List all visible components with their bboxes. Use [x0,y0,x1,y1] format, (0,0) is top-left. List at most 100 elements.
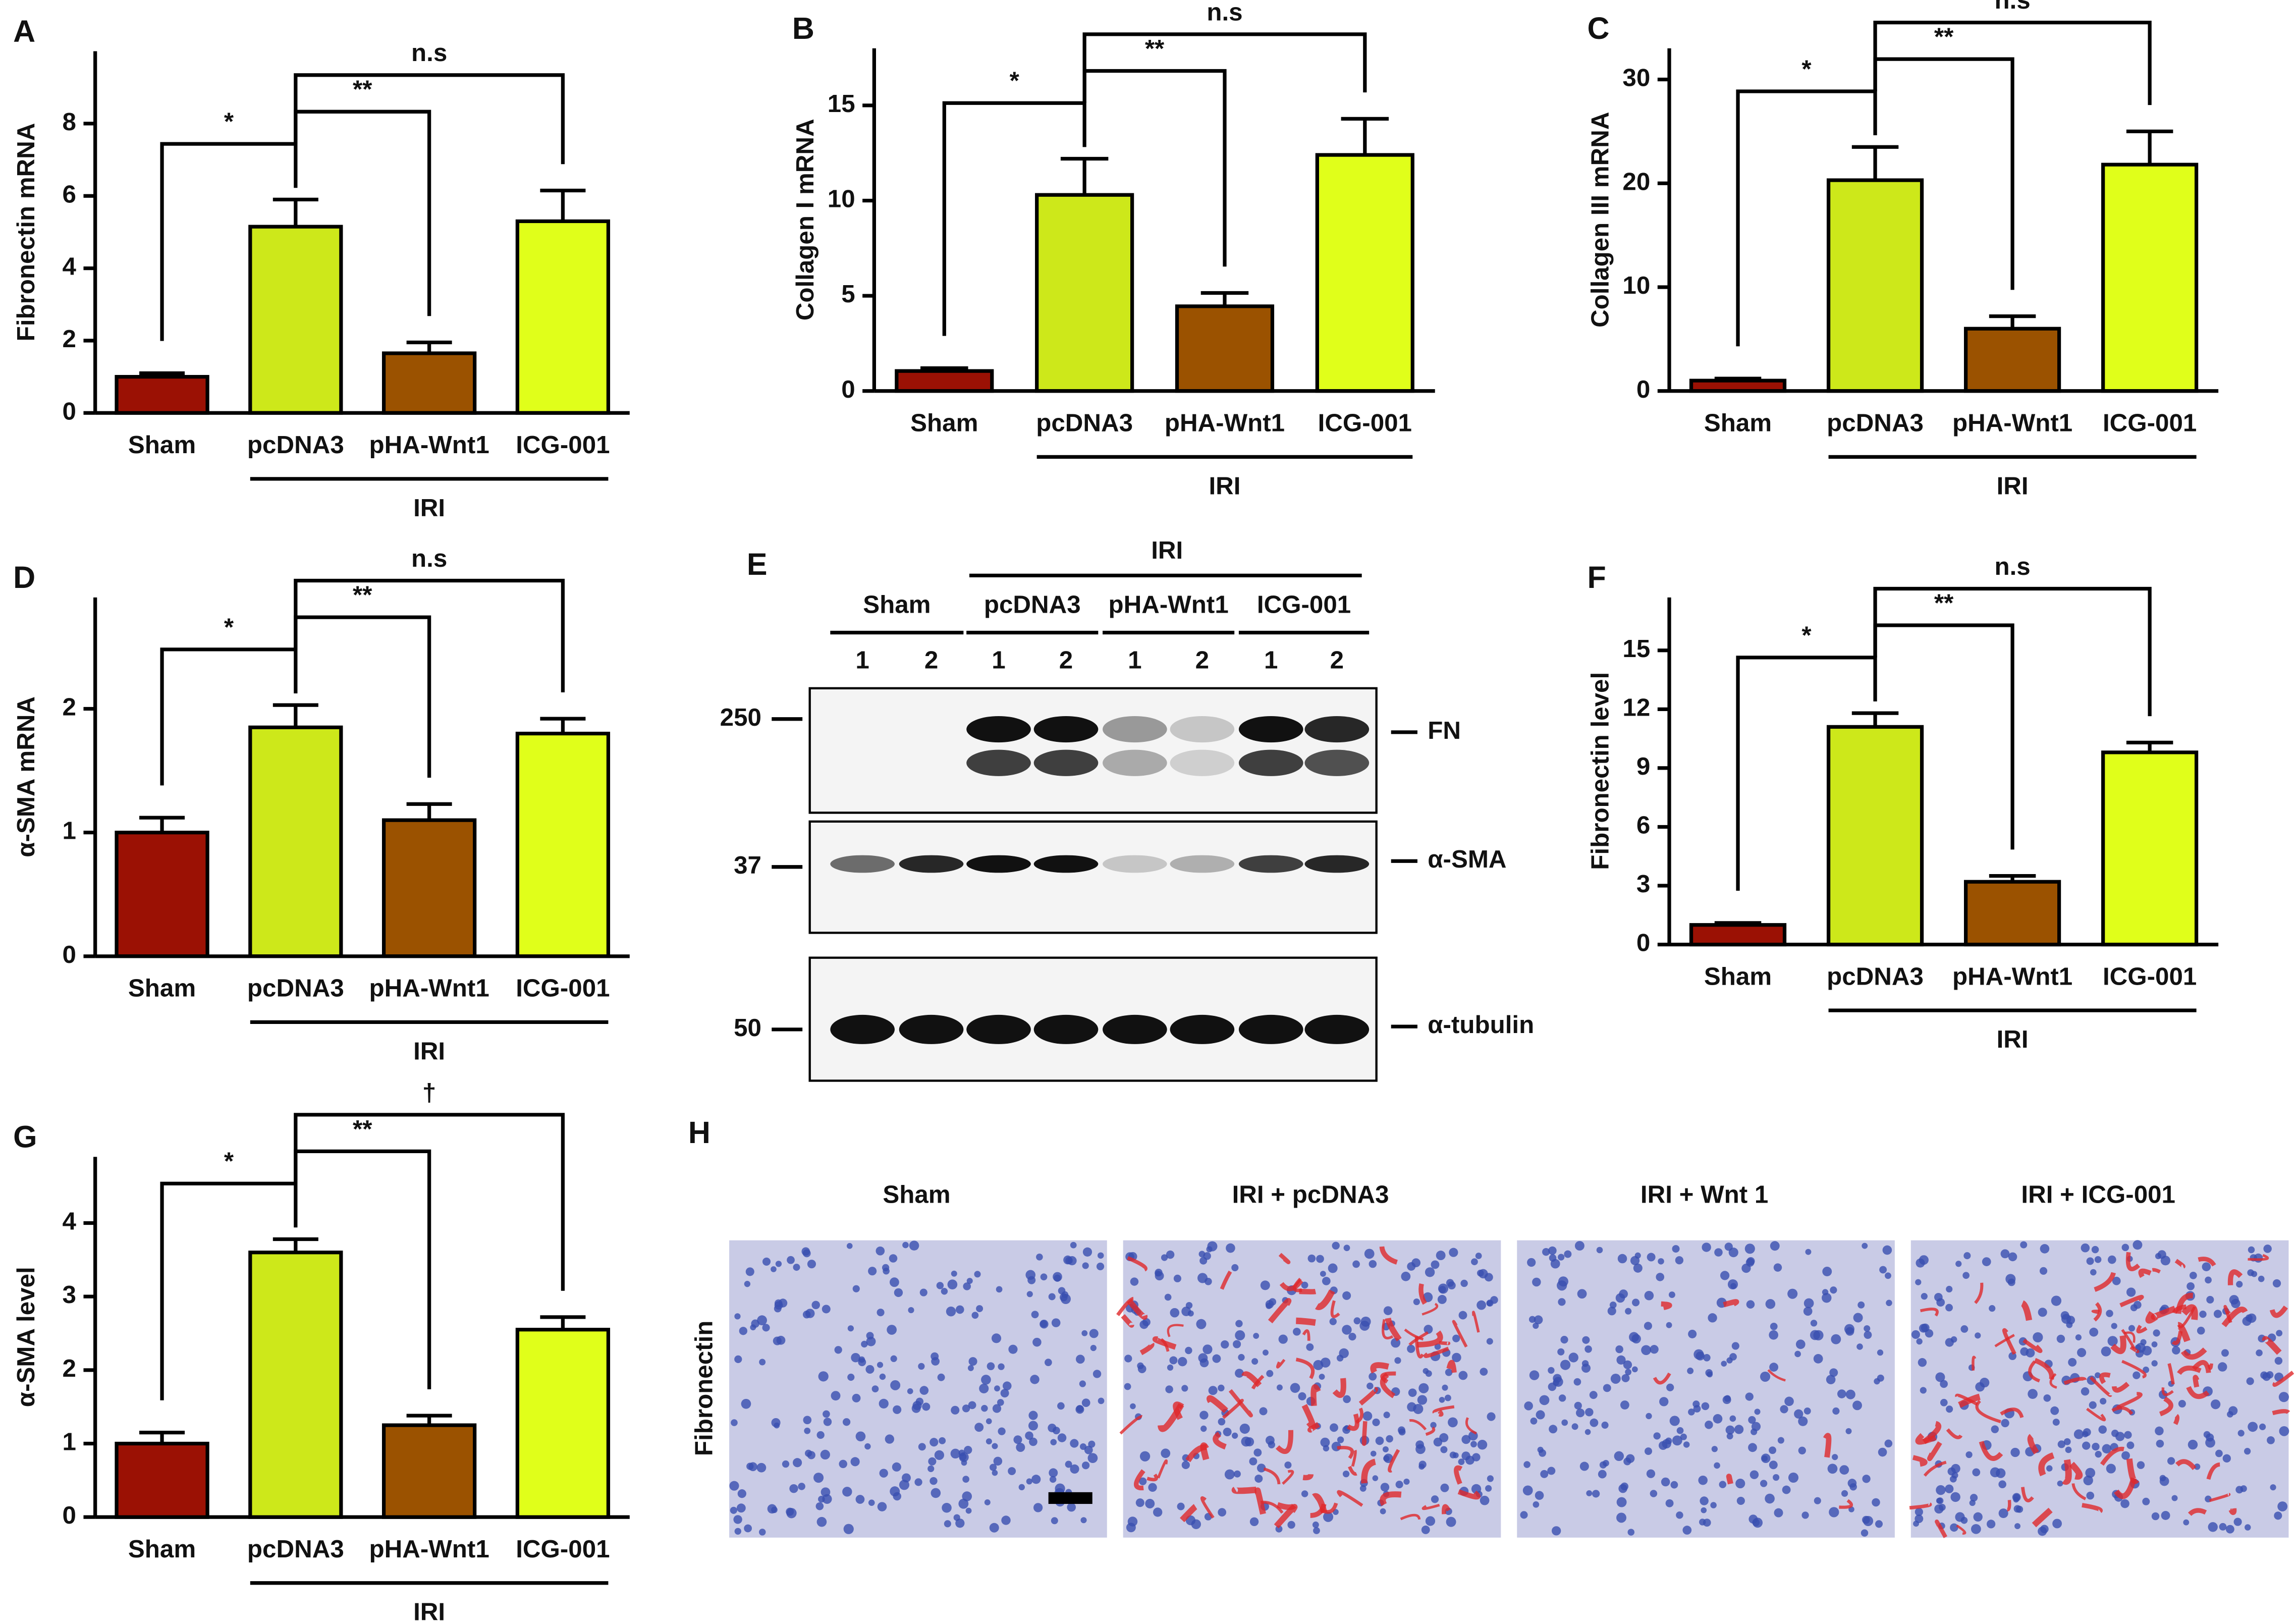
nucleus [1560,1360,1571,1370]
nucleus [1445,1369,1453,1376]
nucleus [1753,1518,1763,1528]
nucleus [2126,1441,2135,1449]
x-tick-label: Sham [128,431,196,459]
nucleus [1751,1422,1761,1431]
nucleus [1383,1306,1393,1315]
error-bar [139,1431,185,1444]
nucleus [864,1443,871,1450]
nucleus [1185,1346,1192,1355]
significance-bracket [942,101,1086,336]
nucleus [1031,1475,1041,1484]
nucleus [803,1416,812,1425]
nucleus [2194,1464,2201,1470]
panel-label: B [792,11,814,45]
nucleus [2263,1244,2272,1253]
stain [2129,1345,2140,1354]
nucleus [2106,1310,2113,1317]
nucleus [2172,1346,2180,1355]
nucleus [816,1431,825,1439]
nucleus [1181,1385,1188,1392]
nucleus [798,1483,805,1490]
stain [2221,1307,2248,1327]
nucleus [1090,1344,1097,1351]
stain [2177,1322,2191,1342]
nucleus [2060,1311,2069,1320]
stain [1361,1458,1377,1484]
bar [2101,750,2199,947]
nucleus [1656,1273,1665,1281]
x-tick-label: pHA-Wnt1 [1952,962,2072,990]
nucleus [1275,1525,1283,1533]
y-tick-label: 0 [1636,375,1650,403]
blot-band [1033,716,1099,743]
nucleus [1036,1253,1043,1261]
nucleus [1423,1368,1429,1374]
nucleus [1397,1426,1405,1434]
nucleus [1202,1344,1213,1355]
nucleus [2068,1358,2077,1367]
nucleus [1087,1453,1098,1463]
blot-band [899,855,964,873]
lane-number: 2 [1059,646,1073,674]
nucleus [1440,1483,1449,1492]
nucleus [823,1418,832,1426]
stain [1351,1449,1357,1467]
nucleus [1070,1464,1079,1474]
nucleus [902,1241,909,1249]
blot-band [899,1014,964,1044]
nucleus [1650,1345,1659,1354]
nucleus [1921,1293,1928,1300]
nucleus [1353,1317,1361,1325]
stain [1767,1369,1786,1382]
bar [515,219,611,415]
nucleus [1486,1338,1493,1345]
stain [2000,1408,2024,1419]
blot-band [1304,716,1370,743]
nucleus [1754,1409,1761,1415]
nucleus [2007,1278,2015,1286]
nucleus [1348,1332,1356,1341]
stain [1380,1491,1402,1506]
nucleus [1522,1485,1533,1496]
nucleus [899,1480,910,1490]
nucleus [1770,1241,1780,1251]
nucleus [2038,1308,2047,1317]
nucleus [1536,1410,1545,1420]
x-tick-label: pcDNA3 [1827,962,1924,990]
nucleus [1050,1439,1057,1445]
bar [1315,153,1414,393]
nucleus [1632,1298,1640,1307]
nucleus [756,1463,767,1473]
nucleus [1539,1395,1550,1405]
nucleus [1411,1258,1421,1268]
nucleus [1082,1247,1092,1257]
stain [1158,1403,1184,1432]
nucleus [1320,1358,1331,1368]
error-bar [1851,711,1899,727]
blot-band [1103,855,1167,873]
nucleus [2266,1371,2274,1379]
stain [1653,1372,1671,1385]
nucleus [1960,1325,1969,1333]
nucleus [1458,1371,1468,1380]
nucleus [1727,1279,1738,1290]
nucleus [2159,1476,2169,1486]
stain [1418,1283,1427,1305]
nucleus [730,1506,737,1514]
nucleus [2151,1512,2160,1521]
y-tick-label: 2 [63,693,76,721]
nucleus [2121,1243,2129,1252]
nucleus [919,1288,927,1296]
y-tick-label: 3 [63,1281,76,1309]
nucleus [1169,1356,1178,1365]
stain [1927,1441,1942,1461]
nucleus [1940,1380,1948,1388]
nucleus [1251,1358,1259,1365]
nucleus [1088,1440,1096,1448]
nucleus [733,1515,742,1524]
y-tick-label: 1 [63,1428,76,1456]
stain [1432,1405,1455,1414]
nucleus [2089,1327,2099,1337]
stain [1275,1430,1293,1454]
x-tick-label: ICG-001 [516,975,610,1002]
